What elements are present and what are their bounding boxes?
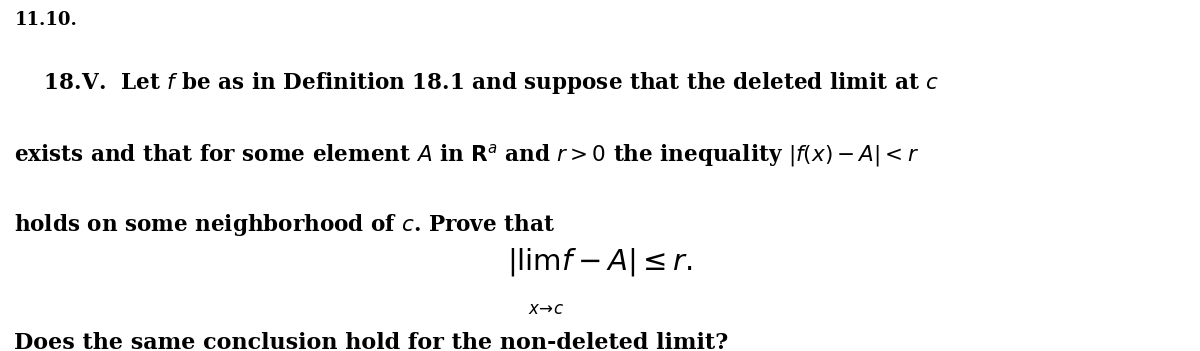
Text: $x\!\to\! c$: $x\!\to\! c$ bbox=[528, 300, 564, 318]
Text: Does the same conclusion hold for the non-deleted limit?: Does the same conclusion hold for the no… bbox=[14, 332, 728, 351]
Text: exists and that for some element $A$ in $\mathbf{R}^{\mathit{a}}$ and $r > 0$ th: exists and that for some element $A$ in … bbox=[14, 142, 919, 169]
Text: holds on some neighborhood of $c$. Prove that: holds on some neighborhood of $c$. Prove… bbox=[14, 212, 556, 238]
Text: $|\lim f - A| \leq r.$: $|\lim f - A| \leq r.$ bbox=[508, 246, 692, 278]
Text: 18.V.  Let $f$ be as in Definition 18.1 and suppose that the deleted limit at $c: 18.V. Let $f$ be as in Definition 18.1 a… bbox=[14, 70, 940, 96]
Text: 11.10.: 11.10. bbox=[14, 11, 77, 28]
